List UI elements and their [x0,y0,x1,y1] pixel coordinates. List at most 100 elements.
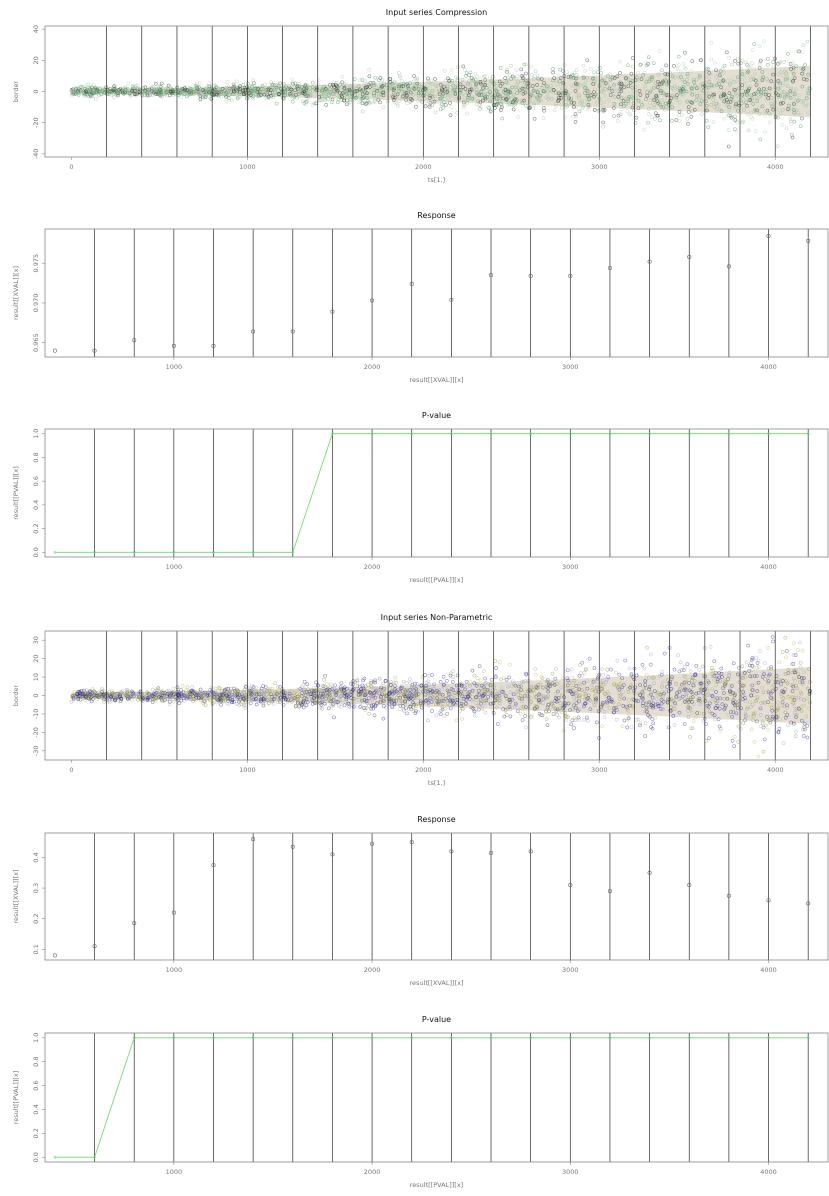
data-point [749,77,753,82]
data-point [438,680,443,684]
data-point [746,128,751,133]
data-point [278,86,283,91]
data-point [707,701,712,706]
data-point [793,87,798,92]
data-point [751,718,756,723]
data-point [768,695,772,699]
data-point [571,681,576,686]
data-point [476,688,481,693]
data-point [798,690,803,695]
data-point [754,83,759,87]
data-point [332,90,337,95]
data-point [361,686,366,691]
data-point [767,93,771,97]
data-point [453,75,458,79]
data-point [363,691,368,696]
data-point [792,92,797,96]
data-point [561,90,566,95]
data-point [481,82,485,87]
data-point [330,85,335,89]
data-point [653,91,658,96]
data-point [381,105,386,110]
data-point [732,90,736,95]
data-point [770,102,775,106]
data-point [452,701,456,705]
data-point [523,103,528,108]
data-point [559,88,564,92]
data-point [344,102,349,107]
x-tick-label: 3000 [591,163,608,171]
data-point [462,96,467,101]
data-point [553,692,558,696]
chart-title: Input series Non-Parametric [381,613,493,622]
data-point [443,87,448,91]
data-point [782,70,787,74]
data-point [686,699,691,704]
data-point [389,695,394,700]
data-point [228,695,232,700]
data-point [753,91,758,96]
data-point [504,713,509,717]
data-point [519,684,523,688]
data-point [482,669,486,673]
data-point [753,108,758,113]
data-point [546,89,550,94]
data-point [332,85,336,90]
data-point [341,701,345,706]
data-point [194,81,199,86]
data-point [743,699,748,703]
data-point [657,49,662,53]
data-point [521,704,526,709]
data-point [278,92,283,97]
data-point [202,699,207,704]
data-point [621,704,626,708]
data-point [542,89,547,94]
data-point [325,682,329,686]
data-point [722,63,727,68]
data-point [371,693,376,697]
data-point [708,72,713,77]
data-point [733,691,737,696]
data-point [784,71,789,75]
data-point [95,693,99,698]
data-point [684,77,689,82]
data-point [528,701,532,706]
data-point [750,664,755,669]
data-point [501,690,506,694]
data-point [535,90,540,95]
response-point [489,273,494,278]
pvalue-point [212,550,215,554]
data-point [440,92,444,97]
data-point [466,75,471,80]
data-point [292,697,296,702]
data-point [475,676,480,681]
data-point [661,80,666,85]
data-point [615,717,619,722]
data-point [769,96,774,101]
data-point [644,709,649,714]
data-point [90,690,94,695]
data-point [598,107,603,112]
data-point [741,721,745,726]
data-point [570,692,574,696]
data-point [478,104,483,109]
data-point [685,99,690,104]
data-point [345,88,350,93]
data-point [82,692,86,697]
data-point [721,91,725,96]
data-point [533,666,538,671]
data-point [497,660,502,664]
data-point [269,692,273,697]
data-point [358,78,363,83]
data-point [619,96,624,101]
data-point [552,108,557,112]
data-point [533,69,538,73]
data-point [386,94,391,98]
data-point [636,98,641,103]
data-point [237,92,242,96]
data-point [465,100,470,105]
data-point [608,77,613,82]
data-point [111,92,116,97]
data-point [725,78,730,83]
data-point [571,703,576,708]
